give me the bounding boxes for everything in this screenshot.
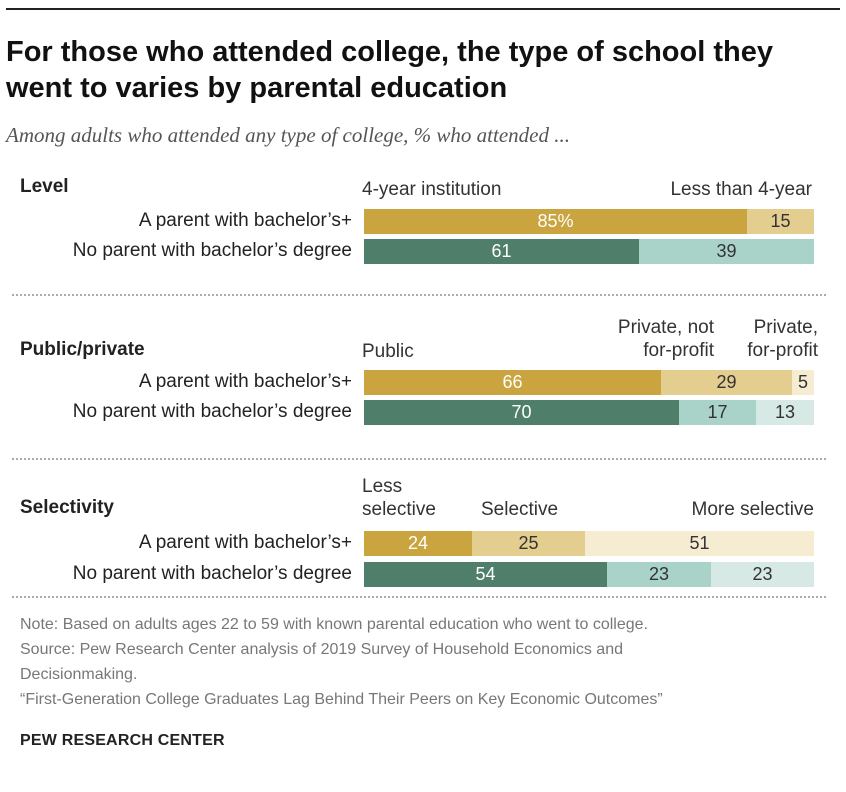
data-label: 5 xyxy=(797,372,808,392)
row-label-bachelors: A parent with bachelor’s+ xyxy=(138,210,352,231)
bar-segment: 25 xyxy=(472,531,585,556)
bar-segment: 17 xyxy=(679,400,756,425)
chart-notes: Note: Based on adults ages 22 to 59 with… xyxy=(20,612,830,712)
header-less-selective: Less selective xyxy=(362,476,436,520)
chart-subtitle: Among adults who attended any type of co… xyxy=(6,123,570,147)
chart-title: For those who attended college, the type… xyxy=(6,36,773,104)
report-title: “First-Generation College Graduates Lag … xyxy=(20,691,663,708)
bar-segment: 70 xyxy=(364,400,679,425)
header-private-nonprofit: Private, not for-profit xyxy=(617,317,714,361)
header-more-selective: More selective xyxy=(691,499,815,520)
row-label-no-bachelors: No parent with bachelor’s degree xyxy=(72,401,352,422)
bar-selectivity-no-bachelors: 54 23 23 xyxy=(364,562,814,587)
header-private-forprofit: Private, for-profit xyxy=(747,317,818,361)
source-text: Source: Pew Research Center analysis of … xyxy=(20,641,623,658)
row-label-bachelors: A parent with bachelor’s+ xyxy=(138,371,352,392)
data-label: 24 xyxy=(407,533,429,553)
bar-level-no-bachelors: 61 39 xyxy=(364,239,814,264)
data-label: 39 xyxy=(716,241,737,261)
bar-segment: 39 xyxy=(639,239,814,264)
row-label-bachelors: A parent with bachelor’s+ xyxy=(138,532,352,553)
bar-segment: 24 xyxy=(364,531,472,556)
brand-logo-text: PEW RESEARCH CENTER xyxy=(20,732,225,749)
section-label-public-private: Public/private xyxy=(20,339,145,360)
header-selective: Selective xyxy=(481,499,559,520)
bar-public-no-bachelors: 70 17 13 xyxy=(364,400,814,425)
bar-selectivity-bachelors: 24 25 51 xyxy=(364,531,814,556)
row-label-no-bachelors: No parent with bachelor’s degree xyxy=(72,563,352,584)
header-4-year: 4-year institution xyxy=(362,179,502,200)
data-label: 25 xyxy=(518,533,539,553)
data-label: 85% xyxy=(537,211,574,231)
data-label: 54 xyxy=(475,564,496,584)
section-label-selectivity: Selectivity xyxy=(20,497,114,518)
section-label-level: Level xyxy=(20,176,69,197)
bar-public-bachelors: 66 29 5 xyxy=(364,370,814,395)
bar-segment: 61 xyxy=(364,239,639,264)
data-label: 70 xyxy=(511,402,532,422)
header-public: Public xyxy=(362,341,414,362)
bar-segment: 29 xyxy=(661,370,792,395)
bar-level-bachelors: 85% 15 xyxy=(364,209,814,234)
data-label: 66 xyxy=(502,372,523,392)
section-divider xyxy=(12,596,826,598)
bar-segment: 5 xyxy=(792,370,814,395)
data-label: 23 xyxy=(648,564,670,584)
data-label: 29 xyxy=(716,372,737,392)
bar-segment: 23 xyxy=(607,562,711,587)
data-label: 51 xyxy=(689,533,710,553)
section-divider xyxy=(12,458,826,460)
data-label: 17 xyxy=(707,402,728,422)
source-text-cont: Decisionmaking. xyxy=(20,666,138,683)
bar-segment: 15 xyxy=(747,209,814,234)
bar-segment: 85% xyxy=(364,209,747,234)
note-text: Note: Based on adults ages 22 to 59 with… xyxy=(20,616,648,633)
bar-segment: 51 xyxy=(585,531,814,556)
row-label-no-bachelors: No parent with bachelor’s degree xyxy=(72,240,352,261)
bar-segment: 23 xyxy=(711,562,814,587)
data-label: 61 xyxy=(491,241,512,261)
bar-segment: 66 xyxy=(364,370,661,395)
data-label: 15 xyxy=(770,211,791,231)
header-less-than-4-year: Less than 4-year xyxy=(670,179,812,200)
data-label: 13 xyxy=(774,402,796,422)
data-label: 23 xyxy=(752,564,773,584)
top-rule xyxy=(6,8,840,10)
section-divider xyxy=(12,294,826,296)
bar-segment: 54 xyxy=(364,562,607,587)
bar-segment: 13 xyxy=(756,400,814,425)
